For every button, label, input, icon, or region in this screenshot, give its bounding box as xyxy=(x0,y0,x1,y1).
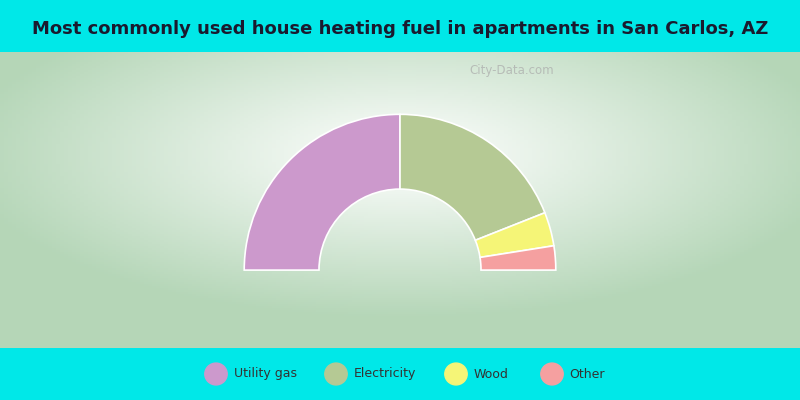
Ellipse shape xyxy=(541,363,563,385)
Wedge shape xyxy=(480,246,556,270)
Text: Most commonly used house heating fuel in apartments in San Carlos, AZ: Most commonly used house heating fuel in… xyxy=(32,20,768,38)
Text: Other: Other xyxy=(570,368,605,380)
Wedge shape xyxy=(475,213,554,258)
Wedge shape xyxy=(244,114,400,270)
Ellipse shape xyxy=(325,363,347,385)
Text: Utility gas: Utility gas xyxy=(234,368,297,380)
Text: Wood: Wood xyxy=(474,368,509,380)
Ellipse shape xyxy=(445,363,467,385)
Ellipse shape xyxy=(205,363,227,385)
Text: City-Data.com: City-Data.com xyxy=(470,64,554,78)
Wedge shape xyxy=(400,114,545,240)
Text: Electricity: Electricity xyxy=(354,368,416,380)
